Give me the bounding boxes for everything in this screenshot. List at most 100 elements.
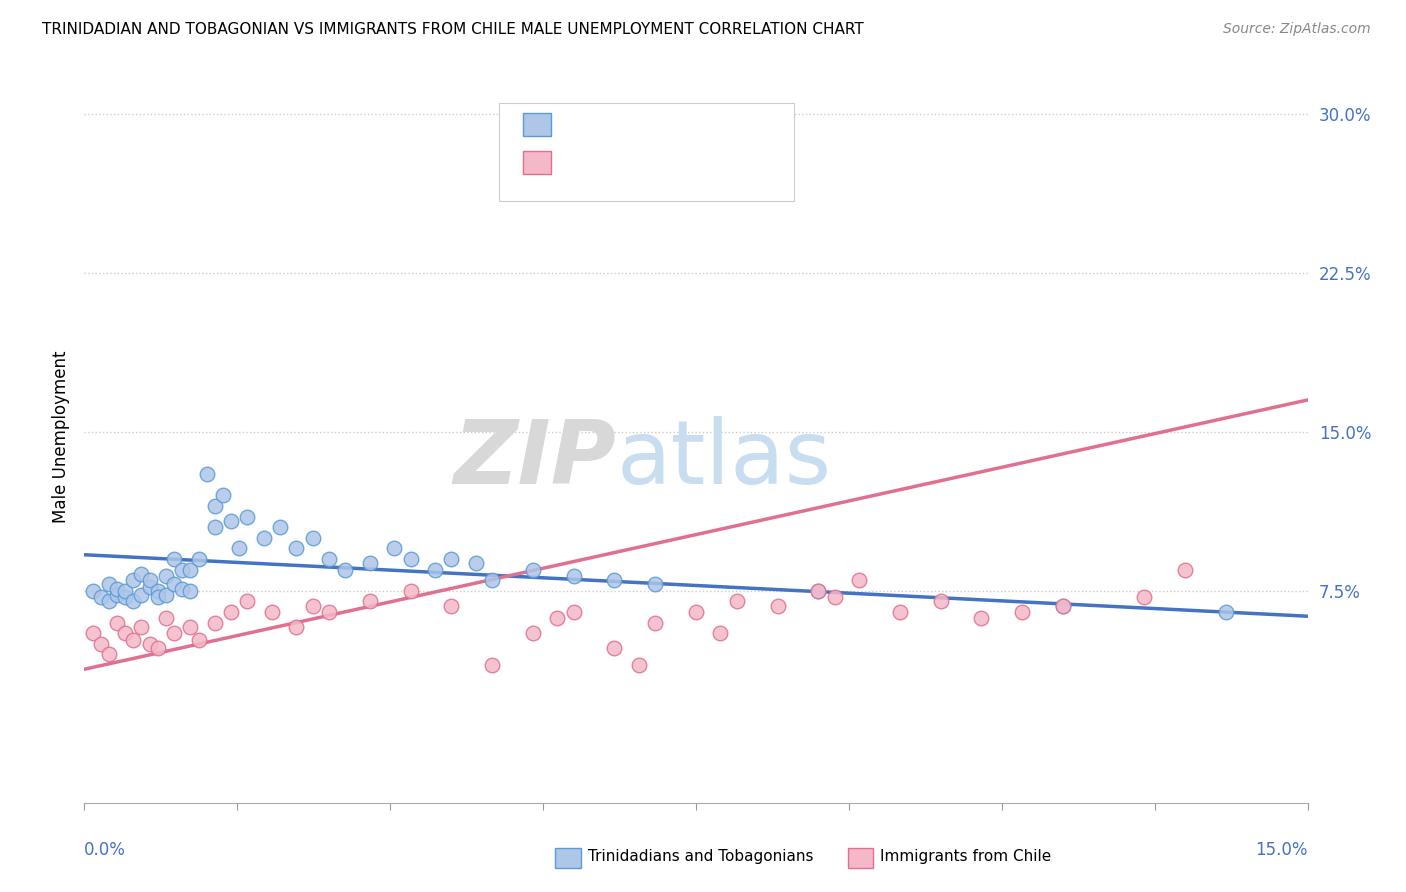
- Point: [359, 594, 381, 608]
- Point: [1011, 605, 1033, 619]
- Point: [114, 626, 136, 640]
- Point: [114, 583, 136, 598]
- Point: [105, 588, 128, 602]
- Point: [440, 552, 463, 566]
- Point: [187, 552, 209, 566]
- Point: [204, 520, 226, 534]
- Text: 15.0%: 15.0%: [1256, 841, 1308, 859]
- Point: [301, 599, 323, 613]
- Point: [603, 640, 626, 655]
- Point: [204, 499, 226, 513]
- Point: [236, 594, 259, 608]
- Text: 52: 52: [727, 116, 752, 134]
- Point: [1133, 590, 1156, 604]
- Point: [179, 563, 201, 577]
- Point: [522, 563, 544, 577]
- Point: [195, 467, 218, 482]
- Point: [1174, 563, 1197, 577]
- Point: [138, 580, 160, 594]
- Point: [546, 611, 568, 625]
- Point: [155, 569, 177, 583]
- Point: [212, 488, 235, 502]
- Text: Trinidadians and Tobagonians: Trinidadians and Tobagonians: [588, 849, 813, 863]
- Point: [399, 583, 422, 598]
- Point: [644, 615, 666, 630]
- Point: [122, 573, 145, 587]
- Point: [423, 563, 446, 577]
- Point: [97, 594, 120, 608]
- Point: [260, 605, 283, 619]
- Point: [807, 583, 830, 598]
- Text: N =: N =: [681, 153, 733, 171]
- Point: [709, 626, 731, 640]
- Point: [131, 620, 153, 634]
- Point: [848, 573, 870, 587]
- Point: [562, 605, 585, 619]
- Point: [138, 573, 160, 587]
- Text: 24: 24: [727, 153, 752, 171]
- Point: [219, 605, 242, 619]
- Point: [97, 577, 120, 591]
- Point: [1052, 599, 1074, 613]
- Point: [253, 531, 276, 545]
- Point: [155, 588, 177, 602]
- Text: atlas: atlas: [616, 416, 831, 502]
- Point: [627, 658, 650, 673]
- Point: [131, 566, 153, 581]
- Point: [228, 541, 250, 556]
- Text: R =: R =: [565, 153, 605, 171]
- Point: [82, 626, 104, 640]
- Point: [122, 632, 145, 647]
- Text: Immigrants from Chile: Immigrants from Chile: [880, 849, 1052, 863]
- Point: [269, 520, 291, 534]
- Text: 0.0%: 0.0%: [84, 841, 127, 859]
- Point: [172, 563, 194, 577]
- Point: [285, 541, 308, 556]
- Point: [90, 637, 112, 651]
- Text: -0.166: -0.166: [607, 116, 672, 134]
- Point: [335, 563, 357, 577]
- Point: [138, 637, 160, 651]
- Point: [382, 541, 405, 556]
- Point: [644, 577, 666, 591]
- Point: [204, 615, 226, 630]
- Point: [187, 632, 209, 647]
- Point: [603, 573, 626, 587]
- Point: [562, 569, 585, 583]
- Point: [122, 594, 145, 608]
- Point: [807, 583, 830, 598]
- Point: [105, 615, 128, 630]
- Point: [90, 590, 112, 604]
- Point: [163, 577, 186, 591]
- Point: [172, 582, 194, 596]
- Point: [146, 583, 169, 598]
- Text: TRINIDADIAN AND TOBAGONIAN VS IMMIGRANTS FROM CHILE MALE UNEMPLOYMENT CORRELATIO: TRINIDADIAN AND TOBAGONIAN VS IMMIGRANTS…: [42, 22, 863, 37]
- Point: [318, 552, 340, 566]
- Point: [440, 599, 463, 613]
- Point: [522, 626, 544, 640]
- Point: [1052, 599, 1074, 613]
- Point: [114, 590, 136, 604]
- Point: [464, 556, 486, 570]
- Point: [1215, 605, 1237, 619]
- Point: [236, 509, 259, 524]
- Point: [97, 648, 120, 662]
- Point: [285, 620, 308, 634]
- Point: [889, 605, 911, 619]
- Point: [146, 590, 169, 604]
- Point: [399, 552, 422, 566]
- Point: [824, 590, 846, 604]
- Point: [105, 582, 128, 596]
- Text: 0.598: 0.598: [607, 153, 671, 171]
- Point: [131, 588, 153, 602]
- Point: [82, 583, 104, 598]
- Point: [359, 556, 381, 570]
- Text: N =: N =: [681, 116, 733, 134]
- Point: [146, 640, 169, 655]
- Point: [301, 531, 323, 545]
- Point: [481, 658, 503, 673]
- Point: [219, 514, 242, 528]
- Point: [929, 594, 952, 608]
- Point: [685, 605, 707, 619]
- Point: [318, 605, 340, 619]
